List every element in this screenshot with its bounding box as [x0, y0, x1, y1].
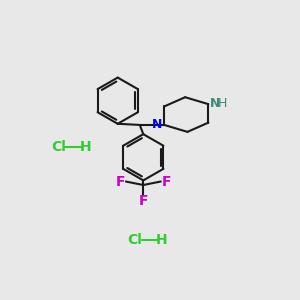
- Text: N: N: [210, 97, 220, 110]
- Text: F: F: [139, 194, 148, 208]
- Text: N: N: [152, 118, 162, 131]
- Text: F: F: [162, 175, 171, 188]
- Text: F: F: [115, 175, 125, 188]
- Text: Cl: Cl: [128, 233, 142, 248]
- Text: Cl: Cl: [51, 140, 66, 154]
- Text: H: H: [79, 140, 91, 154]
- Text: H: H: [218, 97, 227, 110]
- Text: H: H: [156, 233, 168, 248]
